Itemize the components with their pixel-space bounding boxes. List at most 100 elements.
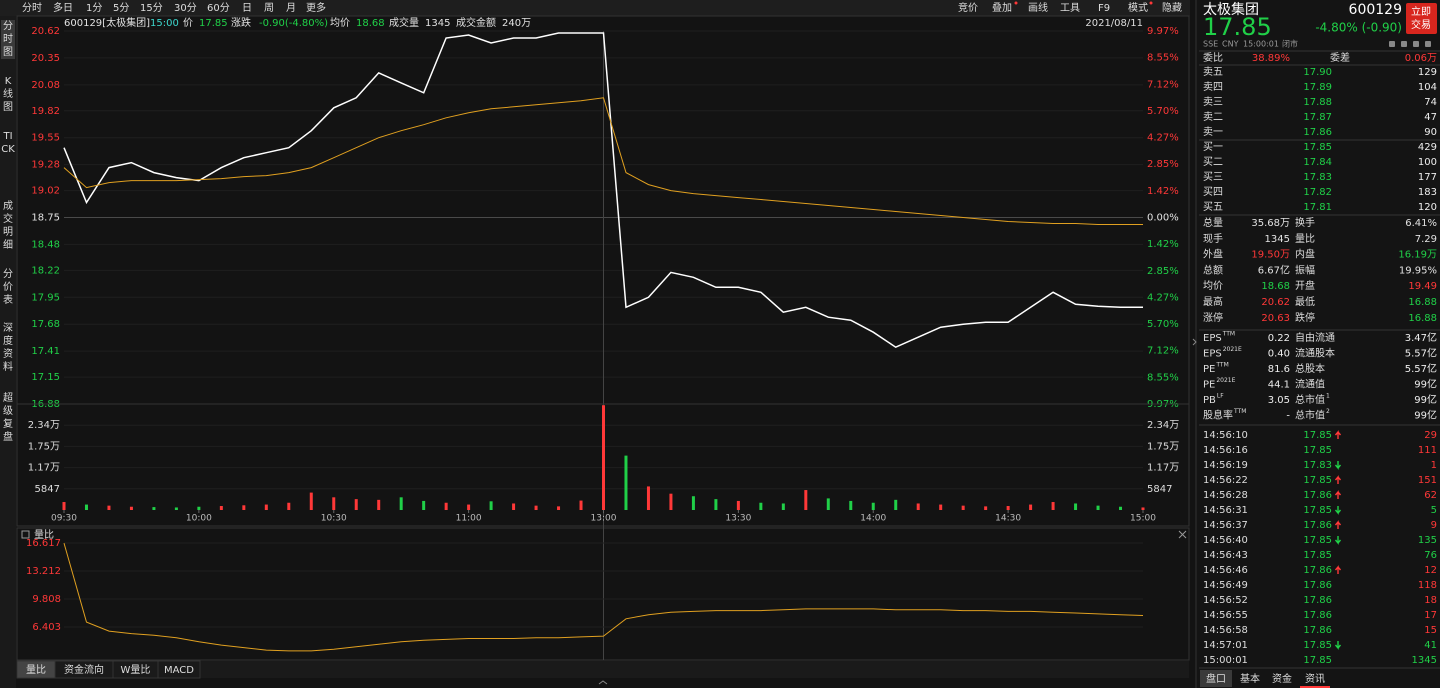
panel-icon[interactable]	[1425, 41, 1431, 47]
stat-label: 现手	[1203, 232, 1223, 245]
book-label: 卖三	[1203, 96, 1223, 108]
trade-button[interactable]	[1406, 3, 1437, 34]
quote-panel	[1197, 0, 1440, 688]
toolbar-button[interactable]: F9	[1098, 3, 1110, 14]
volume-bar	[1096, 505, 1100, 510]
time-label: 14:30	[995, 514, 1021, 524]
book-volume: 104	[1418, 82, 1437, 93]
panel-tab[interactable]	[1266, 670, 1298, 687]
stat-value: 19.95%	[1399, 265, 1437, 276]
trade-arrow	[1334, 475, 1342, 484]
toolbar-button[interactable]: 竞价	[958, 1, 978, 14]
indicator-tab-label[interactable]: MACD	[164, 665, 194, 676]
volume-bar	[1029, 504, 1033, 510]
trade-button-label[interactable]: 立即	[1411, 5, 1431, 18]
panel-icon[interactable]	[1401, 41, 1407, 47]
volume-bar	[129, 506, 133, 510]
side-tab[interactable]: 分价表	[3, 269, 13, 306]
volume-bar	[804, 490, 808, 510]
panel-tab-label[interactable]: 盘口	[1206, 672, 1226, 685]
toolbar-button[interactable]: 多日	[53, 1, 73, 14]
stat-label: 总额	[1203, 263, 1223, 276]
indicator-tab[interactable]	[157, 660, 201, 679]
fund-label: 流通值	[1295, 378, 1325, 391]
toolbar-button[interactable]: 60分	[207, 2, 230, 14]
panel-icon[interactable]	[1413, 41, 1419, 47]
panel-tab[interactable]	[1200, 670, 1232, 687]
volume-bar	[534, 505, 538, 510]
trade-price: 17.86	[1303, 625, 1332, 636]
side-tab[interactable]: TICK	[1, 131, 15, 155]
trade-time: 14:56:55	[1203, 610, 1248, 621]
indicator-tab-label[interactable]: W量比	[121, 664, 151, 676]
toolbar-button[interactable]: 分时	[22, 2, 42, 14]
volume-bar	[1141, 507, 1145, 510]
trade-time: 14:56:16	[1203, 445, 1248, 456]
expand-arrow[interactable]	[598, 680, 608, 685]
side-tab[interactable]: 成交明细	[3, 201, 13, 251]
stat-label: 总量	[1203, 216, 1223, 229]
volume-bar	[174, 507, 178, 510]
header-date: 2021/08/11	[1085, 18, 1143, 29]
close-icon[interactable]	[1178, 530, 1187, 539]
time-label: 11:00	[456, 514, 482, 524]
panel-tab-label[interactable]: 基本	[1240, 672, 1260, 685]
toolbar-button[interactable]: 叠加	[992, 2, 1012, 14]
stat-label: 换手	[1295, 216, 1315, 229]
panel-tab[interactable]	[1298, 670, 1332, 687]
trade-button-label[interactable]: 交易	[1411, 18, 1431, 31]
panel-tab-label[interactable]: 资金	[1272, 672, 1292, 685]
toolbar-button[interactable]: 30分	[174, 2, 197, 14]
side-tab[interactable]: 分时图	[1, 20, 15, 59]
indicator-title: 量比	[34, 529, 54, 541]
trade-volume: 15	[1424, 625, 1437, 636]
stat-label: 内盘	[1295, 248, 1315, 261]
toolbar	[0, 0, 1190, 16]
book-price: 17.85	[1303, 142, 1332, 153]
volume-bar	[646, 486, 650, 510]
stat-value: 18.68	[1261, 281, 1290, 292]
trade-time: 14:56:52	[1203, 595, 1248, 606]
side-tab[interactable]: 超级复盘	[3, 393, 13, 443]
toolbar-button[interactable]: 15分	[140, 2, 163, 14]
toolbar-button[interactable]: 画线	[1028, 1, 1048, 14]
trade-volume: 135	[1418, 535, 1437, 546]
volume-bar	[84, 504, 88, 510]
side-tab[interactable]: 深度资料	[3, 323, 13, 373]
percent-tick-label: 4.27%	[1147, 292, 1179, 303]
price-line	[63, 32, 1143, 349]
volume-bar	[422, 500, 426, 510]
stat-value: 20.63	[1261, 313, 1290, 324]
stat-label: 开盘	[1295, 279, 1315, 292]
toolbar-button[interactable]: 周	[264, 2, 274, 14]
indicator-tab-label[interactable]: 资金流向	[64, 663, 104, 676]
trade-arrow	[1334, 506, 1342, 515]
toolbar-button[interactable]: 工具	[1060, 2, 1080, 14]
toolbar-button[interactable]: 日	[242, 3, 252, 14]
volume-bar	[849, 500, 853, 510]
collapse-arrow[interactable]	[1192, 338, 1197, 346]
last-price: 17.85	[1203, 13, 1272, 41]
stat-label: 振幅	[1295, 263, 1315, 276]
indicator-tab-label[interactable]: 量比	[26, 664, 46, 676]
book-label: 买三	[1203, 171, 1223, 183]
book-volume: 90	[1424, 127, 1437, 138]
trade-price: 17.83	[1303, 460, 1332, 471]
toolbar-button[interactable]: 隐藏	[1162, 2, 1182, 14]
price-tick-label: 18.75	[31, 213, 60, 224]
toolbar-button[interactable]: 月	[286, 2, 296, 14]
panel-tab[interactable]	[1234, 670, 1266, 687]
book-price: 17.82	[1303, 187, 1332, 198]
panel-icon[interactable]	[1389, 41, 1395, 47]
toolbar-button[interactable]: 1分	[86, 2, 102, 14]
fund-label: EPS	[1203, 333, 1222, 344]
time-label: 10:00	[186, 514, 212, 524]
panel-tab-label[interactable]: 资讯	[1305, 673, 1325, 685]
toolbar-button[interactable]: 模式	[1128, 1, 1148, 14]
volume-bar	[759, 502, 763, 510]
side-tab[interactable]: K线图	[3, 76, 13, 113]
trade-volume: 9	[1431, 520, 1437, 531]
toolbar-button[interactable]: 更多	[306, 1, 326, 14]
toolbar-button[interactable]: 5分	[113, 2, 129, 14]
book-volume: 47	[1424, 112, 1437, 123]
